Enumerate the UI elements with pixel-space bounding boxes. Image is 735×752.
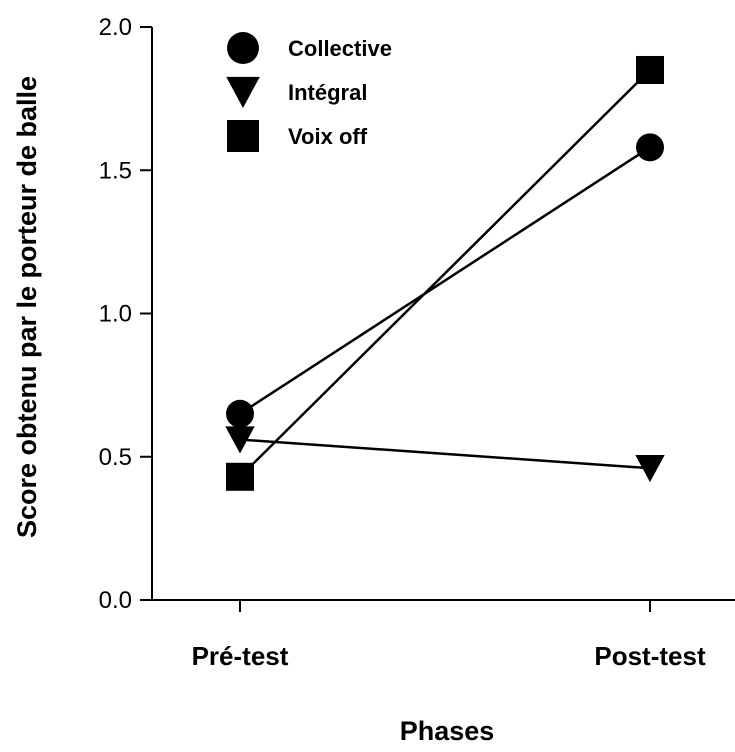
x-tick-label-1: Post-test — [594, 641, 706, 671]
legend-label-1: Intégral — [288, 80, 367, 105]
legend-marker-0 — [227, 32, 259, 64]
data-point-0-0 — [226, 400, 254, 428]
data-point-2-1 — [636, 56, 664, 84]
legend: Collective Intégral Voix off — [226, 32, 392, 152]
series-line-0 — [240, 147, 650, 413]
y-tick-label-1: 0.5 — [99, 444, 132, 471]
y-tick-label-2: 1.0 — [99, 301, 132, 328]
data-point-0-1 — [636, 133, 664, 161]
y-axis-title: Score obtenu par le porteur de balle — [12, 76, 42, 538]
data-point-2-0 — [226, 463, 254, 491]
y-tick-label-4: 2.0 — [99, 14, 132, 41]
y-tick-label-3: 1.5 — [99, 157, 132, 184]
legend-marker-1 — [226, 77, 260, 108]
legend-label-0: Collective — [288, 36, 392, 61]
legend-marker-2 — [227, 120, 259, 152]
axes — [152, 27, 735, 600]
series-line-1 — [240, 440, 650, 469]
x-tick-label-0: Pré-test — [192, 641, 289, 671]
y-tick-label-0: 0.0 — [99, 587, 132, 614]
x-ticks: Pré-test Post-test — [192, 600, 706, 671]
legend-label-2: Voix off — [288, 124, 368, 149]
y-ticks: 0.0 0.5 1.0 1.5 2.0 — [99, 14, 152, 614]
x-axis-title: Phases — [400, 716, 495, 746]
